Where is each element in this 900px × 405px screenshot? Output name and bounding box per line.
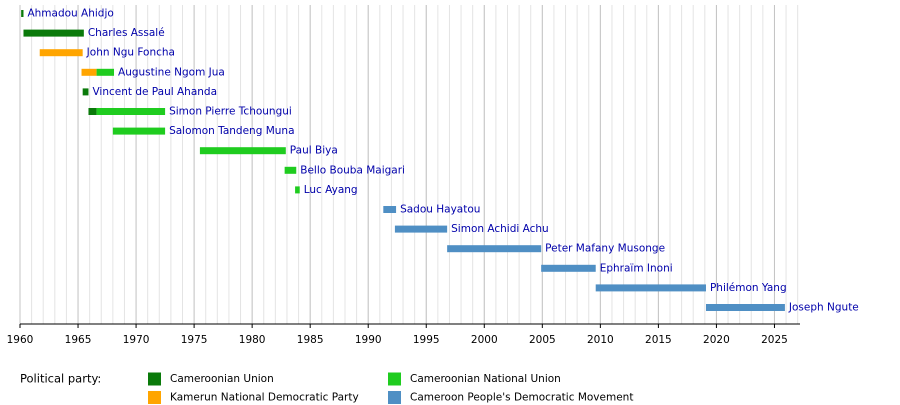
row-label: Luc Ayang [304, 184, 358, 196]
row-label: Vincent de Paul Ahanda [92, 86, 217, 98]
x-tick-label: 1995 [413, 334, 440, 346]
x-tick-label: 1970 [123, 334, 150, 346]
x-tick-label: 1965 [65, 334, 92, 346]
term-bar [39, 49, 83, 57]
term-bar [23, 29, 84, 37]
row-label: Ahmadou Ahidjo [27, 8, 113, 20]
x-tick-label: 1975 [181, 334, 208, 346]
term-bar [96, 108, 166, 115]
x-tick-label: 1960 [7, 334, 34, 346]
row-label: Simon Pierre Tchoungui [169, 106, 292, 118]
x-tick-label: 2000 [471, 334, 498, 346]
term-bar [595, 284, 706, 292]
x-tick-label: 2020 [703, 334, 730, 346]
row-label: Peter Mafany Musonge [545, 243, 665, 255]
term-bar [295, 186, 300, 194]
legend-label: Cameroonian National Union [410, 373, 561, 385]
term-bar [199, 147, 286, 155]
legend-swatch [388, 372, 401, 386]
row-label: Simon Achidi Achu [451, 223, 549, 235]
term-bar [21, 10, 24, 17]
term-bar [284, 166, 297, 174]
row-label: Joseph Ngute [788, 302, 859, 314]
term-bar [81, 68, 97, 76]
row-label: Philémon Yang [710, 282, 787, 294]
x-tick-label: 1990 [355, 334, 382, 346]
row-label: Bello Bouba Maigari [300, 164, 405, 176]
row-label: Charles Assalé [88, 27, 165, 39]
legend-swatch [388, 391, 401, 404]
row-label: Salomon Tandeng Muna [169, 125, 294, 137]
x-tick-label: 2015 [645, 334, 672, 346]
legend-swatch [148, 372, 161, 386]
x-tick-label: 2025 [761, 334, 788, 346]
term-bar [82, 88, 89, 96]
x-tick-label: 1980 [239, 334, 266, 346]
row-label: Augustine Ngom Jua [118, 66, 225, 78]
row-label: John Ngu Foncha [86, 47, 175, 59]
term-bar [705, 304, 785, 311]
term-bar [447, 245, 542, 253]
legend-label: Cameroon People's Democratic Movement [410, 392, 633, 404]
term-bar [88, 108, 97, 115]
row-label: Ephraïm Inoni [600, 262, 673, 274]
row-label: Sadou Hayatou [400, 204, 480, 216]
term-bar [383, 206, 397, 213]
term-bar [112, 127, 166, 135]
legend-title: Political party: [20, 372, 101, 386]
legend-label: Cameroonian Union [170, 373, 274, 385]
term-bar [394, 225, 448, 233]
term-bar [541, 264, 596, 272]
legend-swatch [148, 391, 161, 404]
row-label: Paul Biya [290, 145, 338, 157]
x-tick-label: 1985 [297, 334, 324, 346]
x-tick-label: 2005 [529, 334, 556, 346]
x-tick-label: 2010 [587, 334, 614, 346]
legend-label: Kamerun National Democratic Party [170, 392, 359, 404]
term-bar [96, 68, 115, 76]
